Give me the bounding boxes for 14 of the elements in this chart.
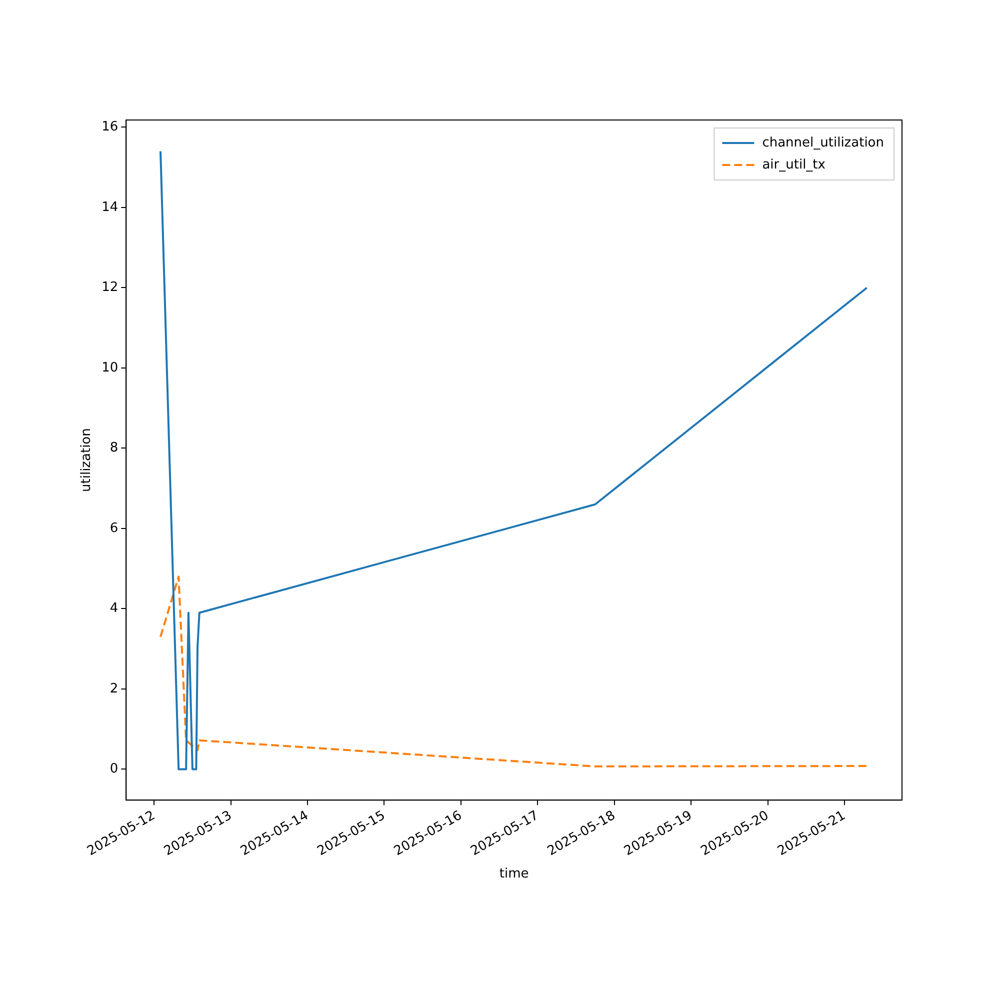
legend-label: air_util_tx [762, 157, 826, 172]
y-axis-title: utilization [79, 428, 94, 492]
y-tick-label: 0 [110, 762, 118, 777]
y-tick-label: 16 [102, 120, 118, 135]
y-tick-label: 14 [102, 200, 118, 215]
y-tick-label: 4 [110, 601, 118, 616]
legend-label: channel_utilization [762, 135, 884, 150]
y-tick-label: 8 [110, 440, 118, 456]
y-tick-label: 6 [110, 520, 118, 536]
y-tick-label: 10 [102, 360, 118, 376]
y-tick-label: 12 [102, 280, 118, 296]
x-axis-title: time [499, 866, 529, 882]
line-series [160, 576, 868, 768]
y-tick-label: 2 [110, 681, 118, 696]
